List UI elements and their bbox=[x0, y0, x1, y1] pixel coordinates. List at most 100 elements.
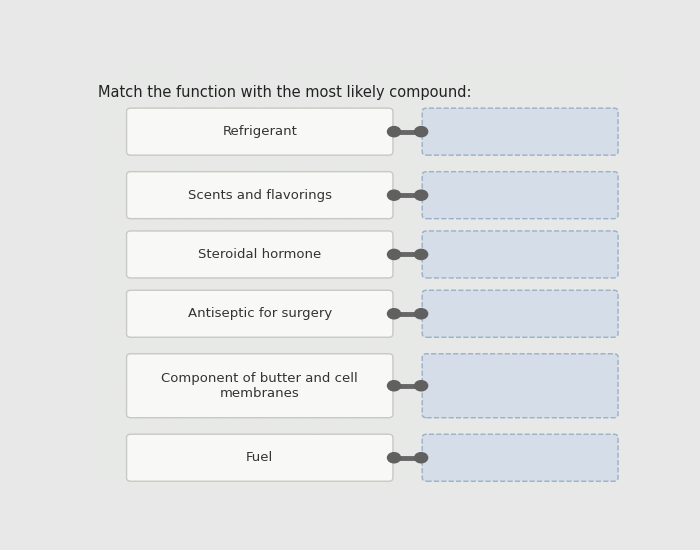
Polygon shape bbox=[214, 66, 700, 490]
Circle shape bbox=[388, 126, 400, 137]
Polygon shape bbox=[506, 66, 700, 490]
Polygon shape bbox=[0, 66, 666, 490]
Polygon shape bbox=[0, 66, 700, 490]
Polygon shape bbox=[0, 66, 646, 490]
Polygon shape bbox=[0, 66, 21, 490]
Text: Antiseptic for surgery: Antiseptic for surgery bbox=[188, 307, 332, 320]
Polygon shape bbox=[0, 66, 119, 490]
Text: Fuel: Fuel bbox=[246, 451, 274, 464]
Polygon shape bbox=[0, 66, 700, 490]
Text: Scents and flavorings: Scents and flavorings bbox=[188, 189, 332, 202]
Text: Match the function with the most likely compound:: Match the function with the most likely … bbox=[98, 85, 472, 100]
FancyBboxPatch shape bbox=[422, 354, 618, 417]
Polygon shape bbox=[174, 66, 700, 490]
Polygon shape bbox=[0, 66, 470, 490]
Polygon shape bbox=[155, 66, 700, 490]
Polygon shape bbox=[409, 66, 700, 490]
Polygon shape bbox=[0, 66, 236, 490]
FancyBboxPatch shape bbox=[127, 108, 393, 155]
Circle shape bbox=[388, 453, 400, 463]
Polygon shape bbox=[0, 66, 99, 490]
FancyBboxPatch shape bbox=[127, 290, 393, 337]
Polygon shape bbox=[0, 66, 685, 490]
Polygon shape bbox=[526, 66, 700, 490]
Circle shape bbox=[414, 249, 428, 260]
Polygon shape bbox=[77, 66, 700, 490]
Polygon shape bbox=[389, 66, 700, 490]
Polygon shape bbox=[0, 66, 393, 490]
Polygon shape bbox=[0, 66, 80, 490]
Polygon shape bbox=[330, 66, 700, 490]
Polygon shape bbox=[0, 66, 197, 490]
Polygon shape bbox=[0, 66, 256, 490]
Circle shape bbox=[388, 309, 400, 319]
FancyBboxPatch shape bbox=[422, 172, 618, 219]
FancyBboxPatch shape bbox=[127, 354, 393, 417]
Circle shape bbox=[414, 309, 428, 319]
Polygon shape bbox=[253, 66, 700, 490]
Polygon shape bbox=[565, 66, 700, 490]
Polygon shape bbox=[350, 66, 700, 490]
Polygon shape bbox=[0, 66, 607, 490]
Polygon shape bbox=[0, 66, 431, 490]
FancyBboxPatch shape bbox=[127, 434, 393, 481]
Circle shape bbox=[414, 381, 428, 391]
Polygon shape bbox=[0, 66, 275, 490]
Polygon shape bbox=[116, 66, 700, 490]
Polygon shape bbox=[0, 66, 158, 490]
Polygon shape bbox=[468, 66, 700, 490]
FancyBboxPatch shape bbox=[422, 108, 618, 155]
Polygon shape bbox=[584, 66, 700, 490]
Polygon shape bbox=[0, 66, 700, 490]
Polygon shape bbox=[291, 66, 700, 490]
Polygon shape bbox=[0, 66, 412, 490]
Polygon shape bbox=[0, 66, 178, 490]
Polygon shape bbox=[682, 66, 700, 490]
Polygon shape bbox=[272, 66, 700, 490]
Polygon shape bbox=[233, 66, 700, 490]
Polygon shape bbox=[0, 66, 41, 490]
Polygon shape bbox=[604, 66, 700, 490]
Polygon shape bbox=[0, 66, 626, 490]
Text: Component of butter and cell
membranes: Component of butter and cell membranes bbox=[162, 372, 358, 400]
Polygon shape bbox=[0, 66, 373, 490]
Polygon shape bbox=[0, 66, 700, 490]
FancyBboxPatch shape bbox=[422, 434, 618, 481]
Polygon shape bbox=[0, 66, 490, 490]
Polygon shape bbox=[486, 66, 700, 490]
Polygon shape bbox=[135, 66, 700, 490]
Polygon shape bbox=[0, 66, 451, 490]
Polygon shape bbox=[0, 66, 314, 490]
Polygon shape bbox=[38, 66, 700, 490]
Circle shape bbox=[388, 381, 400, 391]
Polygon shape bbox=[0, 66, 510, 490]
Polygon shape bbox=[194, 66, 700, 490]
FancyBboxPatch shape bbox=[127, 172, 393, 219]
Polygon shape bbox=[663, 66, 700, 490]
Circle shape bbox=[414, 190, 428, 200]
Polygon shape bbox=[57, 66, 700, 490]
Polygon shape bbox=[370, 66, 700, 490]
Polygon shape bbox=[0, 66, 334, 490]
Polygon shape bbox=[0, 66, 139, 490]
Polygon shape bbox=[0, 66, 700, 490]
Polygon shape bbox=[0, 66, 700, 490]
Polygon shape bbox=[428, 66, 700, 490]
Polygon shape bbox=[0, 66, 2, 490]
Polygon shape bbox=[0, 66, 529, 490]
Polygon shape bbox=[643, 66, 700, 490]
Circle shape bbox=[388, 190, 400, 200]
Text: Steroidal hormone: Steroidal hormone bbox=[198, 248, 321, 261]
Polygon shape bbox=[0, 66, 354, 490]
Polygon shape bbox=[545, 66, 700, 490]
FancyBboxPatch shape bbox=[127, 231, 393, 278]
FancyBboxPatch shape bbox=[422, 231, 618, 278]
Polygon shape bbox=[0, 66, 60, 490]
FancyBboxPatch shape bbox=[422, 290, 618, 337]
Polygon shape bbox=[0, 66, 216, 490]
Circle shape bbox=[388, 249, 400, 260]
Text: Refrigerant: Refrigerant bbox=[223, 125, 298, 138]
Polygon shape bbox=[96, 66, 700, 490]
Polygon shape bbox=[0, 66, 568, 490]
Polygon shape bbox=[0, 66, 588, 490]
